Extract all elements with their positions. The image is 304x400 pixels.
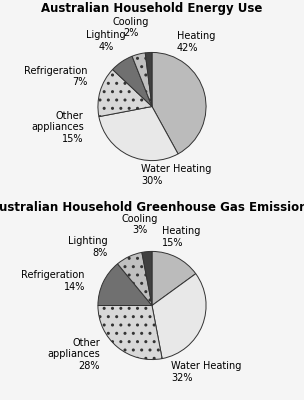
Text: Refrigeration
7%: Refrigeration 7% xyxy=(24,66,87,87)
Text: Other
appliances
15%: Other appliances 15% xyxy=(31,111,84,144)
Wedge shape xyxy=(98,70,152,117)
Wedge shape xyxy=(152,274,206,359)
Text: Lighting
4%: Lighting 4% xyxy=(86,30,126,52)
Title: Australian Household Energy Use: Australian Household Energy Use xyxy=(41,2,263,15)
Wedge shape xyxy=(112,56,152,106)
Title: Australian Household Greenhouse Gas Emissions: Australian Household Greenhouse Gas Emis… xyxy=(0,201,304,214)
Wedge shape xyxy=(145,52,152,106)
Text: Heating
15%: Heating 15% xyxy=(162,226,200,248)
Wedge shape xyxy=(98,264,152,306)
Text: Other
appliances
28%: Other appliances 28% xyxy=(47,338,100,371)
Text: Lighting
8%: Lighting 8% xyxy=(68,236,108,258)
Text: Cooling
2%: Cooling 2% xyxy=(113,17,149,38)
Text: Cooling
3%: Cooling 3% xyxy=(121,214,158,235)
Text: Water Heating
30%: Water Heating 30% xyxy=(141,164,212,186)
Wedge shape xyxy=(98,306,162,360)
Wedge shape xyxy=(142,252,152,306)
Wedge shape xyxy=(99,106,178,160)
Wedge shape xyxy=(152,52,206,154)
Text: Heating
42%: Heating 42% xyxy=(177,31,215,53)
Wedge shape xyxy=(118,252,152,306)
Wedge shape xyxy=(132,53,152,106)
Wedge shape xyxy=(152,252,196,306)
Text: Water Heating
32%: Water Heating 32% xyxy=(171,361,241,383)
Text: Refrigeration
14%: Refrigeration 14% xyxy=(22,270,85,292)
